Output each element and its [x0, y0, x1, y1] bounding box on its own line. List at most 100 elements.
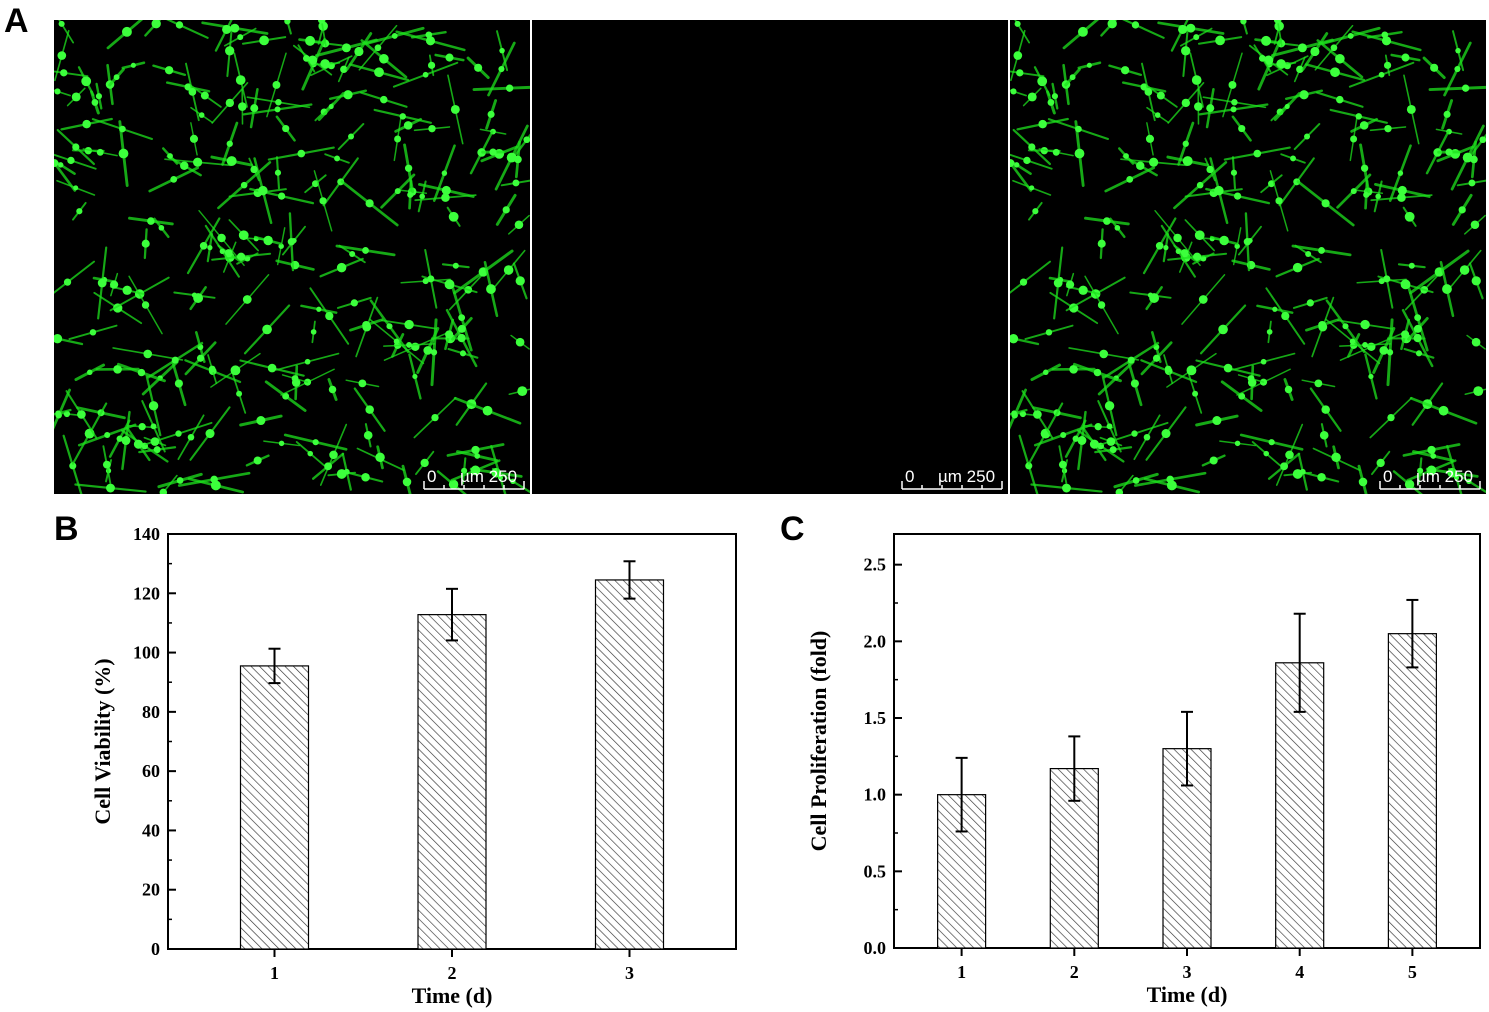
- micrograph-2: 0 µm 250: [532, 20, 1008, 494]
- cell-nucleus: [1186, 365, 1197, 376]
- cell-nucleus: [1192, 252, 1202, 261]
- cell-nucleus: [175, 430, 182, 437]
- cell-nucleus: [1178, 24, 1188, 34]
- cell-nucleus: [420, 458, 429, 468]
- cell-nucleus: [379, 53, 389, 64]
- cell-nucleus: [1097, 239, 1106, 248]
- cell-nucleus: [96, 148, 104, 156]
- cell-nucleus: [1069, 74, 1076, 81]
- cell-nucleus: [399, 113, 407, 120]
- cell-nucleus: [1099, 349, 1109, 359]
- cell-nucleus: [403, 121, 413, 130]
- cell-nucleus: [1314, 379, 1323, 388]
- cell-nucleus: [1355, 113, 1363, 120]
- x-tick-label: 1: [957, 962, 966, 982]
- cell-nucleus: [1194, 230, 1205, 241]
- cell-nucleus: [291, 375, 299, 382]
- cell-nucleus: [1260, 358, 1267, 365]
- cell-nucleus: [1097, 301, 1106, 309]
- cell-nucleus: [58, 20, 65, 27]
- y-tick-label: 100: [133, 643, 160, 663]
- x-tick-label: 1: [270, 963, 279, 983]
- panel-b-label: B: [54, 510, 79, 548]
- cell-nucleus: [1253, 149, 1262, 158]
- cell-nucleus: [238, 102, 247, 111]
- cell-nucleus: [278, 440, 285, 447]
- cell-nucleus: [441, 170, 448, 176]
- cell-nucleus: [1126, 175, 1134, 183]
- cell-nucleus: [150, 423, 157, 430]
- cell-nucleus: [486, 284, 496, 294]
- cell-nucleus: [1349, 338, 1356, 345]
- y-tick-label: 1.5: [864, 708, 887, 728]
- y-tick-label: 0.0: [864, 938, 887, 958]
- cell-nucleus: [1173, 233, 1182, 243]
- bar: [417, 614, 487, 950]
- cell-nucleus: [459, 350, 467, 357]
- cell-nucleus: [141, 239, 150, 248]
- cell-nucleus: [55, 410, 61, 417]
- cell-nucleus: [1330, 67, 1340, 78]
- cell-nucleus: [1156, 91, 1165, 100]
- cell-nucleus: [1029, 185, 1035, 191]
- cell-nucleus: [187, 433, 195, 441]
- y-tick-label: 40: [142, 820, 160, 840]
- cell-nucleus: [1145, 134, 1155, 143]
- bar: [1049, 767, 1099, 949]
- cell-nucleus: [242, 295, 252, 304]
- scale-zero-label: 0: [905, 467, 915, 486]
- cell-nucleus: [1042, 369, 1049, 376]
- y-tick-label: 120: [133, 583, 160, 603]
- cell-nucleus: [394, 135, 402, 143]
- y-axis-label: Cell Proliferation (fold): [806, 631, 831, 852]
- micrograph-3: 0 µm 250: [1010, 20, 1486, 494]
- cell-nucleus: [324, 462, 333, 471]
- cell-nucleus: [487, 110, 495, 118]
- cell-nucleus: [1297, 43, 1307, 53]
- cell-nucleus: [362, 247, 369, 254]
- scale-unit-label: µm 250: [460, 467, 518, 486]
- cell-nucleus: [320, 59, 330, 69]
- cell-nucleus: [1240, 20, 1247, 25]
- cell-nucleus: [1013, 162, 1020, 168]
- cell-nucleus: [499, 47, 505, 54]
- cell-nucleus: [1290, 155, 1297, 162]
- cell-nucleus: [54, 159, 59, 167]
- cell-nucleus: [1086, 62, 1092, 68]
- cell-nucleus: [362, 320, 371, 330]
- cell-nucleus: [425, 31, 433, 39]
- cell-nucleus: [1234, 440, 1241, 447]
- cell-nucleus: [431, 413, 439, 422]
- cell-nucleus: [1299, 468, 1306, 475]
- cell-nucleus: [121, 436, 131, 445]
- cell-nucleus: [1376, 458, 1385, 468]
- cell-nucleus: [361, 472, 370, 482]
- cell-nucleus: [1479, 136, 1486, 144]
- scale-unit-label: µm 250: [938, 467, 996, 486]
- cell-nucleus: [1053, 278, 1063, 288]
- cell-nucleus: [1268, 439, 1275, 446]
- cell-nucleus: [1442, 284, 1452, 294]
- cell-nucleus: [1406, 105, 1416, 114]
- cell-nucleus: [374, 44, 382, 52]
- cell-nucleus: [358, 379, 367, 388]
- cell-nucleus: [1350, 135, 1358, 143]
- cell-nucleus: [1131, 21, 1140, 29]
- cell-nucleus: [95, 93, 102, 100]
- cell-nucleus: [1214, 185, 1224, 196]
- cell-nucleus: [200, 91, 209, 100]
- cell-nucleus: [348, 133, 355, 140]
- cell-nucleus: [1218, 324, 1228, 335]
- x-tick-label: 2: [1070, 962, 1079, 982]
- cell-nucleus: [236, 252, 246, 261]
- cell-nucleus: [1383, 275, 1391, 283]
- cell-nucleus: [150, 437, 160, 446]
- cell-nucleus: [1258, 55, 1266, 62]
- cell-nucleus: [1107, 20, 1117, 29]
- cell-nucleus: [210, 475, 218, 484]
- cell-nucleus: [1468, 179, 1476, 187]
- cell-nucleus: [147, 217, 155, 225]
- cell-nucleus: [450, 105, 460, 114]
- cell-nucleus: [1052, 148, 1060, 156]
- cell-nucleus: [54, 88, 61, 95]
